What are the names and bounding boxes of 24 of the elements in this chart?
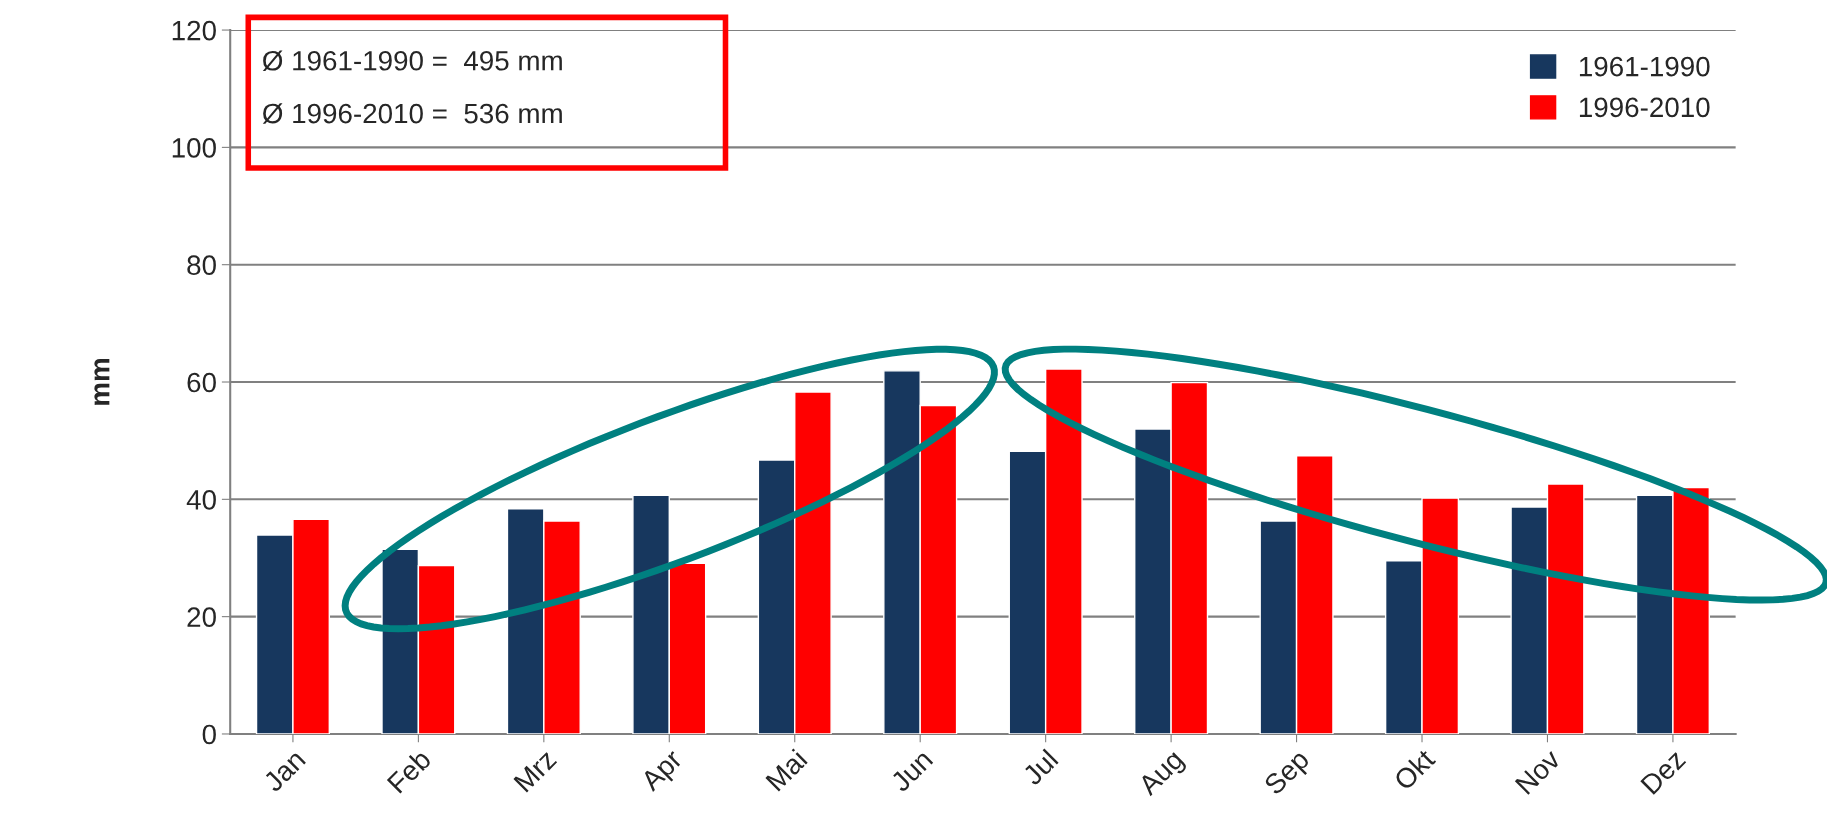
- x-tick-label: Apr: [639, 748, 688, 796]
- x-tick-label: Jan: [262, 749, 307, 793]
- x-tick-label: Dez: [1640, 748, 1687, 795]
- y-axis-title: mm: [94, 359, 110, 405]
- annotation: Ø 1996-2010 = 536 mm: [262, 103, 562, 124]
- annotation: Ø 1961-1990 = 495 mm: [262, 50, 562, 72]
- x-tick-label: Mai: [764, 748, 808, 792]
- x-tick-label: Sep: [1263, 748, 1315, 800]
- y-tick-label: 0: [202, 724, 216, 745]
- y-tick-label: 120: [172, 20, 216, 41]
- y-tick-label: 100: [172, 138, 216, 158]
- x-tick-label: Nov: [1514, 747, 1562, 795]
- x-tick-label: Jun: [889, 749, 934, 793]
- y-tick-label: 80: [187, 255, 216, 276]
- legend-label: 1996-2010: [1579, 97, 1710, 118]
- x-tick-label: Okt: [1392, 747, 1437, 792]
- y-tick-label: 40: [186, 490, 216, 510]
- x-tick-label: Jul: [1020, 748, 1059, 787]
- legend-label: 1961-1990: [1579, 56, 1710, 77]
- x-tick-label: Aug: [1136, 749, 1189, 801]
- y-tick-label: 20: [187, 607, 216, 627]
- x-tick-label: Feb: [386, 747, 432, 794]
- x-tick-label: Mrz: [513, 748, 558, 793]
- y-tick-label: 60: [187, 372, 216, 393]
